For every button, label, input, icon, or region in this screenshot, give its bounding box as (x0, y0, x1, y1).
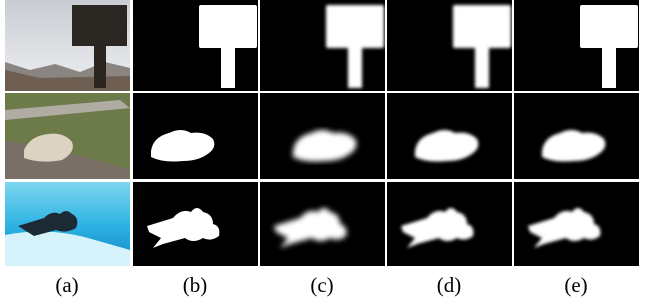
column-label: (e) (564, 273, 587, 297)
photo-column (5, 0, 130, 266)
column-label: (b) (183, 273, 208, 297)
column-label: (a) (55, 273, 78, 297)
column-label: (d) (437, 273, 462, 297)
mask-column (514, 0, 639, 266)
figure: (a) (b) (c) (d) (e) (0, 0, 645, 304)
mask-column (133, 0, 258, 266)
mask-column (387, 0, 512, 266)
column-label: (c) (310, 273, 333, 297)
mask-column (260, 0, 385, 266)
